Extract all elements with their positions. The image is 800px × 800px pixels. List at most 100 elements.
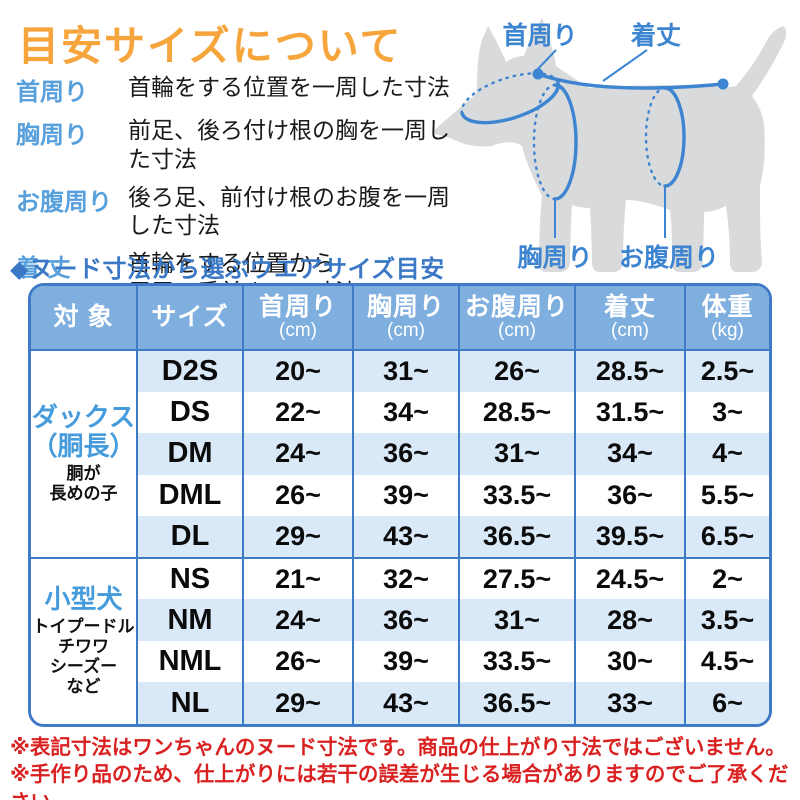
cell-weight: 3.5~	[684, 599, 769, 641]
header-neck: 首周り (cm)	[242, 286, 353, 351]
cell-length: 31.5~	[574, 391, 685, 434]
cell-chest: 32~	[352, 556, 459, 600]
cell-neck: 26~	[242, 474, 353, 517]
cell-weight: 5.5~	[684, 474, 769, 517]
cell-weight: 6.5~	[684, 516, 769, 558]
cell-size: DM	[136, 433, 243, 475]
cell-neck: 24~	[242, 433, 353, 475]
table-row: DS 22~ 34~ 28.5~ 31.5~ 3~	[31, 391, 769, 434]
page-title: 目安サイズについて	[18, 23, 403, 69]
header-target: 対 象	[31, 286, 137, 351]
definition-text: 前足、後ろ付け根の胸を一周した寸法	[128, 117, 450, 172]
cell-size: DML	[136, 474, 243, 517]
length-measure-dot-end	[717, 78, 729, 90]
cell-belly: 33.5~	[458, 640, 575, 683]
cell-size: NM	[136, 599, 243, 641]
table-row: 小型犬 トイプードル チワワ シーズー など NS 21~ 32~ 27.5~ …	[31, 556, 769, 724]
dog-measurement-diagram: 首周り 着丈 胸周り お腹周り	[418, 0, 800, 292]
cell-belly: 31~	[458, 599, 575, 641]
belly-measure-ellipse	[663, 86, 686, 188]
length-measure-dot-start	[532, 68, 544, 80]
header-belly: お腹周り (cm)	[458, 286, 575, 351]
table-row: DM 24~ 36~ 31~ 34~ 4~	[31, 433, 769, 475]
cell-length: 39.5~	[574, 516, 685, 558]
definition-label: 首周り	[16, 79, 88, 106]
size-table: 対 象 サイズ 首周り (cm) 胸周り (cm) お腹周り (cm) 着丈 (cm) …	[28, 283, 772, 727]
header-length: 着丈 (cm)	[574, 286, 685, 351]
cell-belly: 36.5~	[458, 682, 575, 724]
group-cell-dachshund: ダックス （胴長） 胴が 長めの子	[31, 350, 137, 558]
footer-notes: ※表記寸法はワンちゃんのヌード寸法です。商品の仕上がり寸法ではございません。 ※…	[10, 734, 796, 800]
cell-length: 36~	[574, 474, 685, 517]
cell-size: NS	[136, 556, 243, 600]
header-weight: 体重 (kg)	[684, 286, 769, 351]
length-label-pointer	[602, 49, 648, 82]
cell-weight: 3~	[684, 391, 769, 434]
table-row: NM 24~ 36~ 31~ 28~ 3.5~	[31, 599, 769, 641]
cell-belly: 33.5~	[458, 474, 575, 517]
table-row: ダックス （胴長） 胴が 長めの子 D2S 20~ 31~ 26~ 28.5~ …	[31, 350, 769, 558]
cell-neck: 22~	[242, 391, 353, 434]
diagram-label-length: 着丈	[630, 21, 681, 50]
cell-length: 34~	[574, 433, 685, 475]
definition-label: お腹周り	[16, 188, 112, 216]
diagram-label-belly: お腹周り	[619, 243, 719, 272]
cell-size: DL	[136, 516, 243, 558]
cell-chest: 39~	[352, 474, 459, 517]
definition-chest: 胸周り 前足、後ろ付け根の胸を一周した寸法	[16, 115, 456, 174]
definition-text: 後ろ足、前付け根のお腹を一周した寸法	[128, 183, 450, 239]
cell-belly: 31~	[458, 433, 575, 475]
cell-neck: 24~	[242, 599, 353, 641]
cell-chest: 36~	[352, 433, 459, 475]
definition-belly: お腹周り 後ろ足、前付け根のお腹を一周した寸法	[16, 182, 456, 241]
cell-weight: 2~	[684, 556, 769, 600]
chest-measure-ellipse	[553, 83, 578, 201]
cell-neck: 20~	[242, 350, 353, 392]
cell-belly: 28.5~	[458, 391, 575, 434]
cell-neck: 21~	[242, 556, 353, 600]
cell-weight: 2.5~	[684, 350, 769, 392]
table-row: NML 26~ 39~ 33.5~ 30~ 4.5~	[31, 640, 769, 683]
table-row: DL 29~ 43~ 36.5~ 39.5~ 6.5~	[31, 516, 769, 558]
cell-belly: 26~	[458, 350, 575, 392]
cell-weight: 4~	[684, 433, 769, 475]
cell-chest: 36~	[352, 599, 459, 641]
dog-silhouette-icon	[432, 18, 787, 272]
header-chest: 胸周り (cm)	[352, 286, 459, 351]
header-size: サイズ	[136, 286, 243, 351]
note-line: ※手作り品のため、仕上がりには若干の誤差が生じる場合がありますのでご了承ください…	[10, 763, 789, 800]
cell-size: NL	[136, 682, 243, 724]
cell-weight: 4.5~	[684, 640, 769, 683]
diagram-label-neck: 首周り	[502, 21, 577, 50]
cell-size: DS	[136, 391, 243, 434]
neck-label-pointer	[535, 49, 557, 72]
cell-neck: 29~	[242, 682, 353, 724]
belly-measure-ellipse-dotted	[644, 86, 667, 188]
cell-chest: 34~	[352, 391, 459, 434]
cell-size: D2S	[136, 350, 243, 392]
length-measure-curve	[536, 72, 725, 90]
cell-size: NML	[136, 640, 243, 683]
cell-chest: 43~	[352, 516, 459, 558]
section-heading: ◆ヌード寸法から選ぶウエアサイズ目安	[10, 256, 445, 283]
diagram-label-chest: 胸周り	[517, 244, 592, 272]
definition-label: 胸周り	[16, 122, 88, 149]
cell-length: 24.5~	[574, 556, 685, 600]
cell-length: 28~	[574, 599, 685, 641]
definition-neck: 首周り 首輪をする位置を一周した寸法	[16, 72, 456, 107]
cell-weight: 6~	[684, 682, 769, 724]
cell-neck: 26~	[242, 640, 353, 683]
cell-length: 28.5~	[574, 350, 685, 392]
table-row: NL 29~ 43~ 36.5~ 33~ 6~	[31, 682, 769, 724]
table-row: DML 26~ 39~ 33.5~ 36~ 5.5~	[31, 474, 769, 517]
definition-label: 着 丈	[16, 255, 71, 282]
cell-neck: 29~	[242, 516, 353, 558]
neck-measure-ellipse-dotted	[460, 72, 560, 115]
cell-chest: 39~	[352, 640, 459, 683]
definition-text: 首輪をする位置を一周した寸法	[128, 74, 450, 100]
note-line: ※表記寸法はワンちゃんのヌード寸法です。商品の仕上がり寸法ではございません。	[10, 736, 786, 759]
group-cell-small-dogs: 小型犬 トイプードル チワワ シーズー など	[31, 556, 137, 724]
cell-length: 33~	[574, 682, 685, 724]
cell-chest: 43~	[352, 682, 459, 724]
cell-belly: 27.5~	[458, 556, 575, 600]
